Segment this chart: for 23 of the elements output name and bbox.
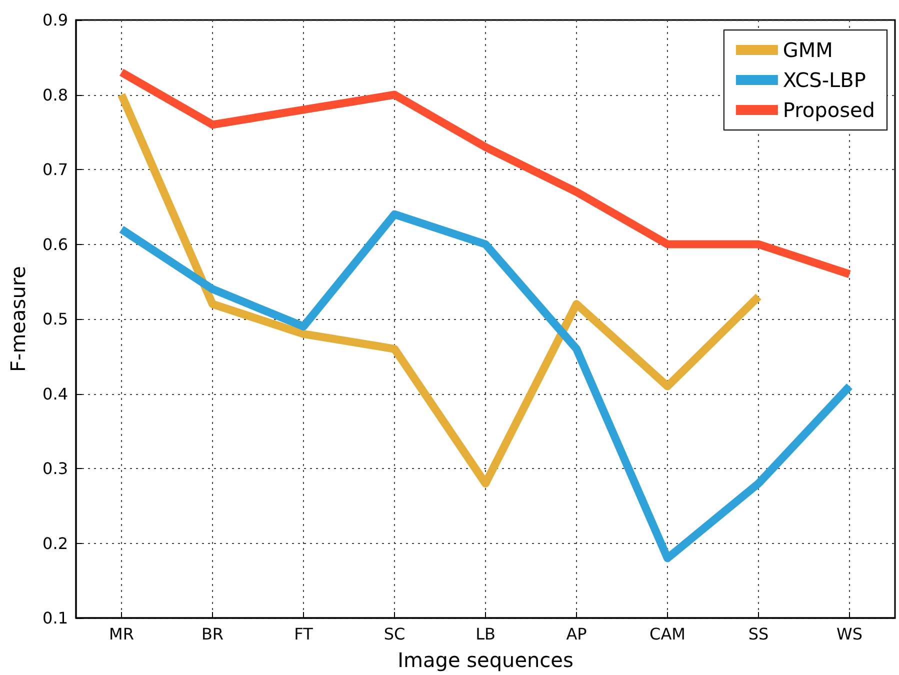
y-tick-label: 0.2 xyxy=(42,534,68,553)
x-tick-label: SC xyxy=(384,624,406,644)
y-tick-label: 0.4 xyxy=(42,384,68,404)
legend-label: Proposed xyxy=(782,98,876,122)
legend-label: GMM xyxy=(782,38,833,62)
x-tick-label: LB xyxy=(476,624,496,644)
x-tick-label: WS xyxy=(836,624,862,644)
y-tick-label: 0.6 xyxy=(42,234,68,254)
x-tick-label: SS xyxy=(748,624,769,644)
x-tick-label: BR xyxy=(201,624,224,644)
y-tick-label: 0.1 xyxy=(42,608,68,628)
legend-label: XCS-LBP xyxy=(782,68,866,92)
y-tick-label: 0.8 xyxy=(42,85,68,104)
x-axis-title: Image sequences xyxy=(398,648,574,672)
x-tick-label: FT xyxy=(294,624,314,644)
y-tick-label: 0.5 xyxy=(42,310,68,328)
x-tick-label: MR xyxy=(109,624,134,644)
x-tick-label: AP xyxy=(566,624,588,644)
x-tick-label: CAM xyxy=(650,624,686,644)
y-tick-label: 0.9 xyxy=(42,10,68,30)
y-axis-title: F-measure xyxy=(6,266,30,372)
y-tick-label: 0.7 xyxy=(42,160,68,179)
y-tick-label: 0.3 xyxy=(42,459,68,478)
